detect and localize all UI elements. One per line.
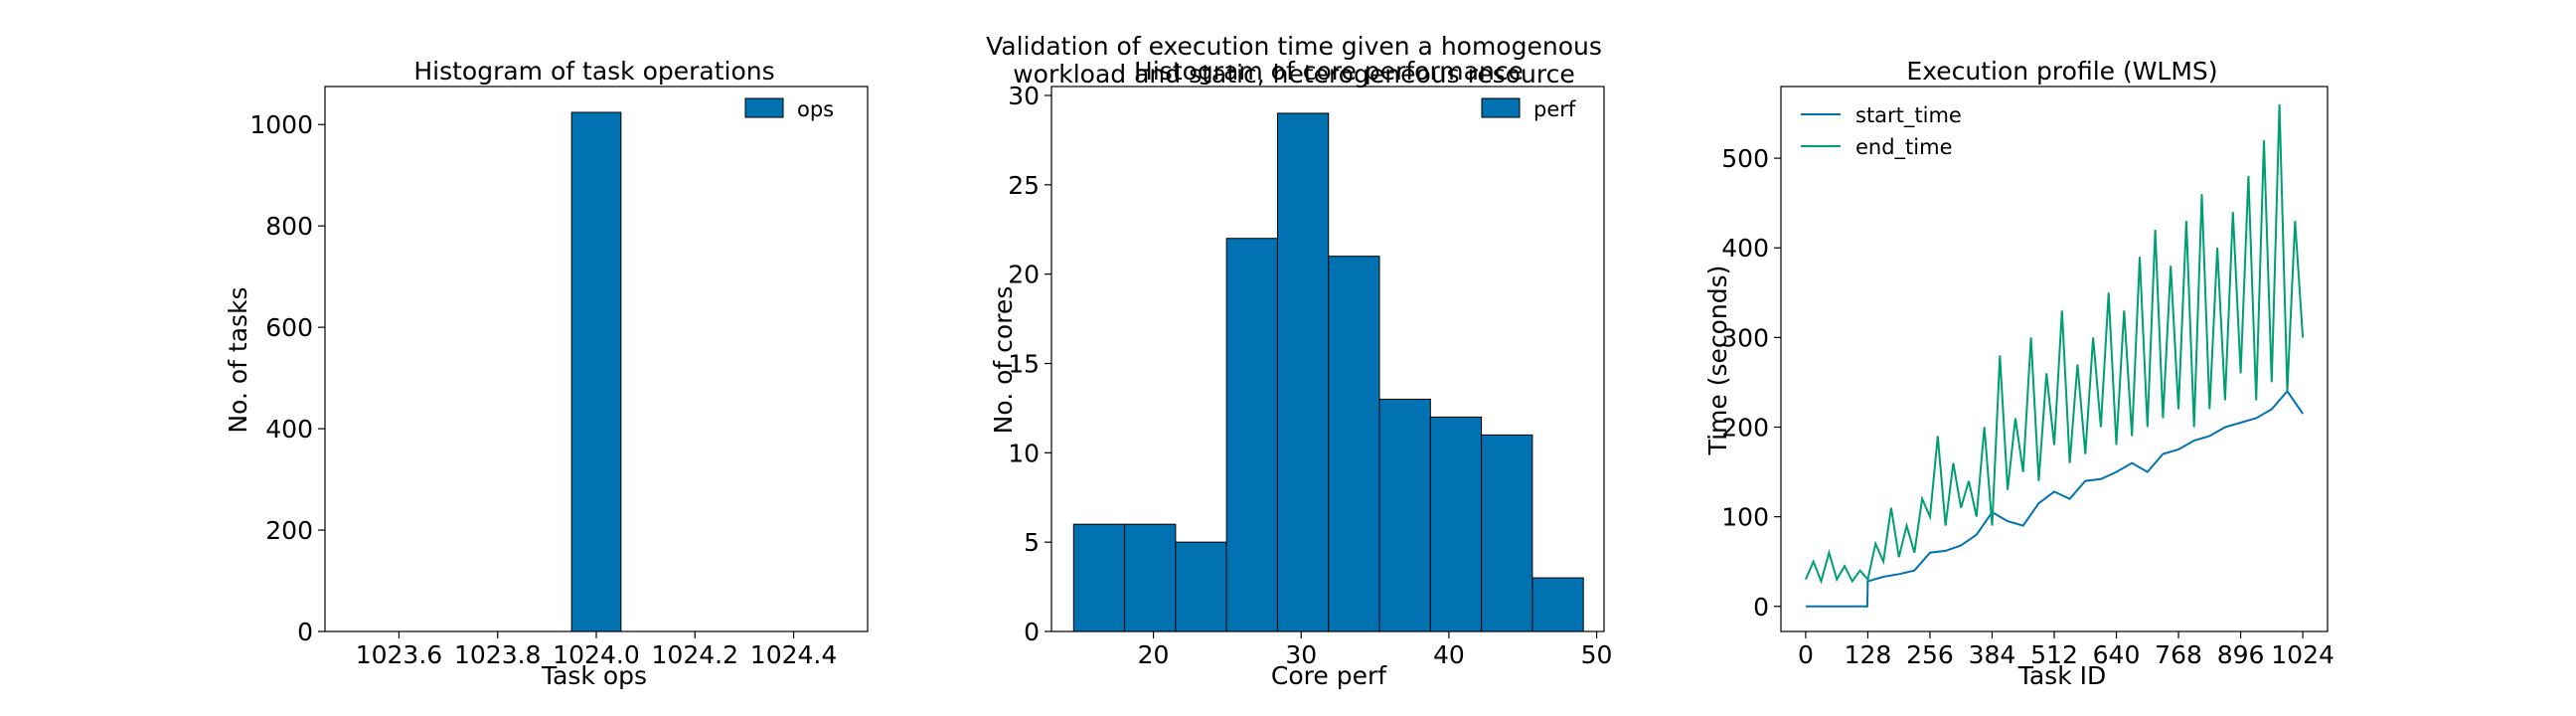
chart-title: Histogram of core performance	[1134, 57, 1524, 86]
y-axis-label: No. of cores	[989, 286, 1018, 435]
x-tick-label: 384	[1969, 640, 2016, 669]
figure-suptitle-line2: workload and static, heterogeneous resou…	[1013, 60, 1575, 89]
core-perf-histogram: Histogram of core performance Core perf …	[989, 57, 1612, 690]
y-tick-label: 1000	[249, 110, 313, 139]
plot-frame	[1050, 86, 1605, 632]
x-tick-label: 1024.2	[652, 640, 738, 669]
figure-suptitle-line1: Validation of execution time given a hom…	[986, 32, 1602, 61]
x-tick-label: 1024.4	[750, 640, 837, 669]
y-axis-label: Time (seconds)	[1703, 266, 1732, 456]
x-tick-label: 30	[1285, 640, 1317, 669]
x-axis-label: Core perf	[1271, 661, 1387, 690]
x-tick-label: 896	[2217, 640, 2265, 669]
x-tick-label: 128	[1845, 640, 1892, 669]
x-tick-label: 256	[1906, 640, 1954, 669]
x-tick-label: 20	[1138, 640, 1170, 669]
histogram-bar	[1481, 434, 1533, 632]
histogram-bar	[570, 111, 622, 632]
y-tick-label: 15	[1008, 349, 1040, 378]
y-tick-label: 20	[1008, 261, 1040, 289]
plot-frame	[1780, 86, 2329, 632]
chart-title: Histogram of task operations	[413, 57, 774, 86]
histogram-bar	[1072, 523, 1126, 632]
y-tick-label: 300	[1721, 323, 1769, 352]
x-tick-label: 1024	[2271, 640, 2334, 669]
y-tick-label: 0	[1753, 593, 1769, 622]
y-tick-label: 30	[1008, 82, 1040, 110]
histogram-bar	[1124, 523, 1177, 632]
task-ops-histogram: Histogram of task operations Task ops No…	[224, 57, 869, 690]
x-tick-label: 512	[2030, 640, 2078, 669]
y-tick-label: 5	[1024, 528, 1040, 557]
histogram-bar	[1328, 256, 1380, 632]
y-tick-label: 25	[1008, 171, 1040, 200]
y-tick-label: 400	[265, 415, 313, 444]
x-tick-label: 1023.8	[454, 640, 541, 669]
histogram-bar	[1175, 541, 1227, 632]
histogram-bar	[1276, 112, 1330, 632]
y-tick-label: 200	[1721, 414, 1769, 443]
x-tick-label: 1024.0	[553, 640, 639, 669]
legend-label: perf	[1533, 97, 1576, 121]
y-tick-label: 500	[1721, 144, 1769, 173]
series-line-end-time	[1804, 103, 2305, 585]
y-tick-label: 0	[1024, 618, 1040, 646]
x-tick-label: 50	[1581, 640, 1613, 669]
y-axis-label: No. of tasks	[224, 286, 252, 433]
series-line-start-time	[1805, 389, 2304, 608]
histogram-bar	[1429, 416, 1483, 632]
x-tick-label: 40	[1433, 640, 1465, 669]
legend-swatch	[744, 97, 784, 118]
legend-swatch	[1481, 97, 1521, 118]
y-tick-label: 800	[265, 212, 313, 241]
y-tick-label: 400	[1721, 234, 1769, 263]
x-axis-label: Task ID	[2017, 661, 2107, 690]
y-tick-label: 0	[297, 618, 313, 646]
y-tick-label: 10	[1008, 439, 1040, 467]
execution-profile-chart: Execution profile (WLMS) Task ID Time (s…	[1703, 57, 2334, 690]
y-tick-label: 100	[1721, 503, 1769, 532]
legend-label: start_time	[1855, 103, 1962, 128]
chart-title: Execution profile (WLMS)	[1906, 57, 2217, 86]
x-tick-label: 640	[2093, 640, 2141, 669]
histogram-bar	[1225, 238, 1278, 632]
x-tick-label: 768	[2155, 640, 2202, 669]
x-axis-label: Task ops	[541, 661, 647, 690]
histogram-bar	[1378, 398, 1431, 632]
legend-label: ops	[797, 97, 834, 121]
x-tick-label: 1023.6	[356, 640, 442, 669]
x-tick-label: 0	[1798, 640, 1814, 669]
histogram-bar	[1531, 577, 1584, 632]
legend-label: end_time	[1855, 135, 1953, 160]
y-tick-label: 200	[265, 516, 313, 545]
y-tick-label: 600	[265, 313, 313, 342]
